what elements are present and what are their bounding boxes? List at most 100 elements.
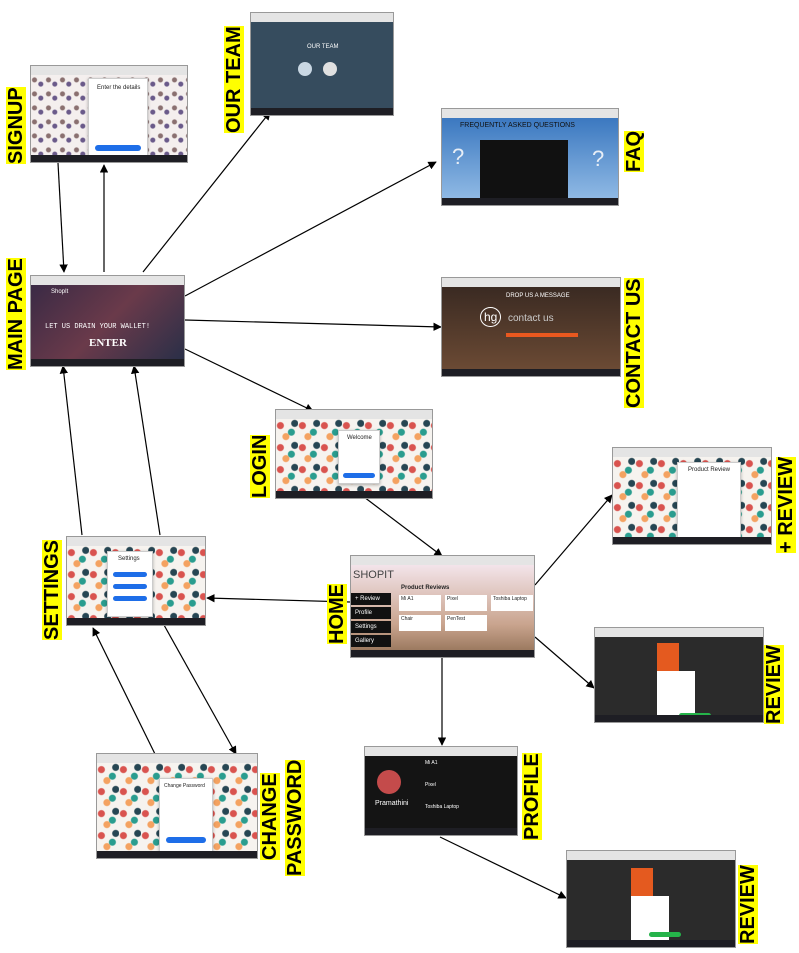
review-card[interactable]: Pixel [445, 595, 487, 611]
signup-screenshot: Enter the details [30, 65, 188, 163]
enter-button[interactable]: ENTER [89, 337, 127, 349]
signup-button[interactable] [95, 145, 141, 151]
contact-screenshot: DROP US A MESSAGE hg contact us [441, 277, 621, 377]
menu-item-gallery[interactable]: Gallery [351, 635, 391, 647]
home-menu: + Review Profile Settings Gallery [351, 593, 391, 647]
label-change-password-2: PASSWORD [284, 759, 306, 876]
login-button[interactable] [343, 473, 375, 478]
review-card[interactable]: Toshiba Laptop [491, 595, 533, 611]
settings-card: Settings [107, 551, 153, 617]
review-card-title: Pixel [447, 596, 458, 602]
label-main-page: MAIN PAGE [5, 258, 27, 370]
review-card[interactable]: Chair [399, 615, 441, 631]
label-settings: SETTINGS [41, 539, 63, 640]
faq-screenshot: FREQUENTLY ASKED QUESTIONS ? ? [441, 108, 619, 206]
faq-title: FREQUENTLY ASKED QUESTIONS [460, 122, 575, 129]
change-password-submit[interactable] [166, 837, 206, 843]
contact-submit-button[interactable] [506, 333, 578, 337]
arrow-signup-to-main [57, 162, 68, 273]
faq-panel [480, 140, 568, 198]
arrow-settings-to-main-2 [130, 365, 161, 536]
review-background [595, 637, 763, 718]
taskbar [442, 198, 618, 205]
label-faq: FAQ [623, 130, 645, 172]
arrow-main-to-faq [184, 161, 437, 297]
profile-item: Pixel [425, 782, 436, 788]
menu-item-add-review[interactable]: + Review [351, 593, 391, 605]
label-our-team: OUR TEAM [223, 26, 245, 133]
login-title: Welcome [347, 435, 372, 441]
main-brand: ShopIt [51, 289, 69, 295]
label-signup: SIGNUP [5, 87, 27, 164]
change-password-screenshot: Change Password [96, 753, 258, 859]
settings-option-button[interactable] [113, 596, 147, 601]
profile-avatar [377, 770, 401, 794]
home-section-title: Product Reviews [401, 585, 450, 591]
label-contact-us: CONTACT US [623, 278, 645, 408]
taskbar [251, 108, 393, 115]
login-form-card: Welcome [338, 430, 380, 484]
settings-screenshot: Settings [66, 536, 206, 626]
review-screenshot-2 [566, 850, 736, 948]
taskbar [351, 650, 534, 657]
signup-form-title: Enter the details [97, 85, 141, 91]
review-card[interactable]: Mi A1 [399, 595, 441, 611]
review-action-button[interactable] [649, 932, 681, 937]
label-change-password-1: CHANGE [259, 773, 281, 860]
review-card-title: Mi A1 [401, 596, 414, 602]
settings-option-button[interactable] [113, 584, 147, 589]
label-home: HOME [326, 584, 348, 644]
arrow-home-to-addreview [534, 494, 613, 586]
add-review-screenshot: Product Review [612, 447, 772, 545]
taskbar [613, 537, 771, 544]
profile-item: Toshiba Laptop [425, 804, 459, 810]
review-card[interactable]: PenTest [445, 615, 487, 631]
change-password-card: Change Password [159, 778, 213, 852]
team-title: OUR TEAM [307, 44, 339, 50]
contact-title: DROP US A MESSAGE [506, 293, 570, 299]
arrow-login-to-home [363, 496, 443, 557]
main-hero-background: ShopIt LET US DRAIN YOUR WALLET! ENTER [31, 285, 184, 359]
arrow-settings-to-changepw [163, 624, 237, 755]
label-login: LOGIN [249, 434, 271, 498]
label-review-1: REVIEW [763, 645, 785, 724]
profile-name: Pramathini [375, 800, 409, 807]
label-review-2: REVIEW [737, 865, 759, 944]
profile-background: Pramathini Mi A1 Pixel Toshiba Laptop [365, 756, 517, 828]
menu-item-settings[interactable]: Settings [351, 621, 391, 633]
question-mark-icon: ? [452, 144, 465, 169]
home-brand: SHOPIT [353, 569, 394, 581]
arrow-profile-to-review [439, 836, 567, 899]
main-headline: LET US DRAIN YOUR WALLET! [45, 323, 151, 331]
main-page-screenshot: ShopIt LET US DRAIN YOUR WALLET! ENTER [30, 275, 185, 367]
arrow-main-to-contact [184, 319, 442, 331]
taskbar [67, 618, 205, 625]
review-card-title: Chair [401, 616, 413, 622]
faq-sky-background: FREQUENTLY ASKED QUESTIONS ? ? [442, 118, 618, 198]
contact-logo: hg [480, 307, 502, 327]
product-image [631, 868, 653, 896]
contact-background: DROP US A MESSAGE hg contact us [442, 287, 620, 369]
question-mark-icon: ? [592, 146, 605, 171]
contact-watermark: contact us [508, 313, 554, 324]
taskbar [97, 851, 257, 858]
review-form-title: Product Review [688, 467, 731, 473]
team-member-avatar-1 [298, 62, 312, 76]
taskbar [276, 491, 432, 498]
team-background: OUR TEAM [251, 22, 393, 108]
settings-option-button[interactable] [113, 572, 147, 577]
taskbar [442, 369, 620, 376]
label-add-review: + REVIEW [775, 456, 797, 553]
arrow-changepw-to-settings [92, 627, 156, 755]
review-background [567, 860, 735, 940]
change-password-title: Change Password [164, 783, 205, 789]
profile-screenshot: Pramathini Mi A1 Pixel Toshiba Laptop [364, 746, 518, 836]
our-team-screenshot: OUR TEAM [250, 12, 394, 116]
login-screenshot: Welcome [275, 409, 433, 499]
home-screenshot: SHOPIT Product Reviews + Review Profile … [350, 555, 535, 658]
profile-item: Mi A1 [425, 760, 438, 766]
home-background: SHOPIT Product Reviews + Review Profile … [351, 565, 534, 650]
arrow-main-to-login [184, 348, 314, 412]
arrow-home-to-review [534, 636, 595, 689]
menu-item-profile[interactable]: Profile [351, 607, 391, 619]
